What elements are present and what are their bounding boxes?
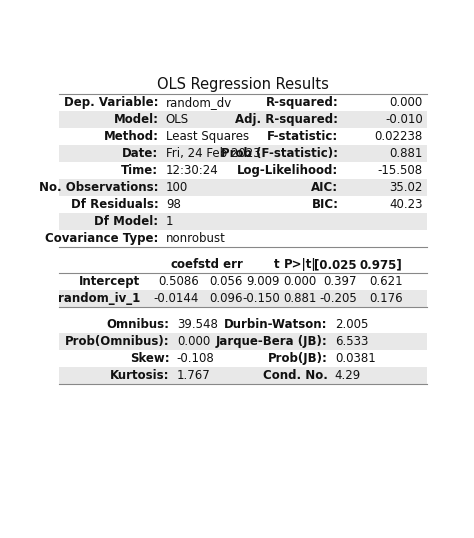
Text: Covariance Type:: Covariance Type: [45, 232, 158, 245]
Text: 0.02238: 0.02238 [374, 130, 423, 143]
Text: 35.02: 35.02 [390, 181, 423, 194]
Text: -0.150: -0.150 [242, 292, 280, 306]
Text: 0.621: 0.621 [369, 275, 403, 288]
Text: Prob (F-statistic):: Prob (F-statistic): [221, 147, 338, 160]
Text: random_iv_1: random_iv_1 [58, 292, 140, 306]
Text: F-statistic:: F-statistic: [267, 130, 338, 143]
Text: 0.096: 0.096 [210, 292, 243, 306]
Text: std err: std err [198, 258, 243, 271]
Text: 1.767: 1.767 [177, 370, 210, 383]
Text: 40.23: 40.23 [390, 199, 423, 211]
Text: AIC:: AIC: [311, 181, 338, 194]
Text: t: t [274, 258, 280, 271]
Text: 0.881: 0.881 [390, 147, 423, 160]
Text: 0.881: 0.881 [283, 292, 316, 306]
Text: OLS: OLS [166, 114, 189, 126]
Text: Method:: Method: [103, 130, 158, 143]
Text: Kurtosis:: Kurtosis: [110, 370, 169, 383]
Text: No. Observations:: No. Observations: [39, 181, 158, 194]
Text: Jarque-Bera (JB):: Jarque-Bera (JB): [216, 335, 328, 349]
Text: [0.025: [0.025 [314, 258, 357, 271]
Text: -0.0144: -0.0144 [154, 292, 199, 306]
Text: 0.0381: 0.0381 [335, 352, 375, 365]
Text: R-squared:: R-squared: [266, 96, 338, 109]
Text: Omnibus:: Omnibus: [107, 318, 169, 331]
Text: Adj. R-squared:: Adj. R-squared: [236, 114, 338, 126]
Bar [59, 179, 427, 196]
Text: 0.176: 0.176 [369, 292, 403, 306]
Text: Durbin-Watson:: Durbin-Watson: [224, 318, 328, 331]
Text: 1: 1 [166, 215, 173, 228]
Text: Intercept: Intercept [79, 275, 140, 288]
Text: Prob(JB):: Prob(JB): [267, 352, 328, 365]
Text: 6.533: 6.533 [335, 335, 368, 349]
Text: coef: coef [171, 258, 199, 271]
Text: 98: 98 [166, 199, 181, 211]
Bar [59, 111, 427, 129]
Text: Df Residuals:: Df Residuals: [71, 199, 158, 211]
Text: nonrobust: nonrobust [166, 232, 226, 245]
Text: Fri, 24 Feb 2023: Fri, 24 Feb 2023 [166, 147, 260, 160]
Text: 39.548: 39.548 [177, 318, 218, 331]
Bar [59, 367, 427, 384]
Text: 0.000: 0.000 [283, 275, 316, 288]
Text: 0.000: 0.000 [177, 335, 210, 349]
Text: Skew:: Skew: [130, 352, 169, 365]
Bar [59, 291, 427, 307]
Text: 0.5086: 0.5086 [158, 275, 199, 288]
Text: -0.010: -0.010 [385, 114, 423, 126]
Text: Dep. Variable:: Dep. Variable: [64, 96, 158, 109]
Text: 4.29: 4.29 [335, 370, 361, 383]
Text: 2.005: 2.005 [335, 318, 368, 331]
Text: Least Squares: Least Squares [166, 130, 249, 143]
Text: Date:: Date: [122, 147, 158, 160]
Bar [59, 334, 427, 350]
Bar [59, 145, 427, 162]
Text: 0.000: 0.000 [390, 96, 423, 109]
Text: P>|t|: P>|t| [284, 258, 316, 271]
Text: 100: 100 [166, 181, 188, 194]
Text: OLS Regression Results: OLS Regression Results [157, 77, 329, 92]
Text: Cond. No.: Cond. No. [263, 370, 328, 383]
Text: -0.205: -0.205 [319, 292, 357, 306]
Text: Prob(Omnibus):: Prob(Omnibus): [65, 335, 169, 349]
Text: 12:30:24: 12:30:24 [166, 164, 219, 178]
Text: Time:: Time: [121, 164, 158, 178]
Text: Log-Likelihood:: Log-Likelihood: [237, 164, 338, 178]
Text: 9.009: 9.009 [246, 275, 280, 288]
Text: -0.108: -0.108 [177, 352, 215, 365]
Text: 0.975]: 0.975] [360, 258, 403, 271]
Text: Df Model:: Df Model: [94, 215, 158, 228]
Text: BIC:: BIC: [311, 199, 338, 211]
Text: -15.508: -15.508 [378, 164, 423, 178]
Text: Model:: Model: [113, 114, 158, 126]
Text: 0.056: 0.056 [210, 275, 243, 288]
Text: random_dv: random_dv [166, 96, 232, 109]
Bar [59, 213, 427, 230]
Text: 0.397: 0.397 [323, 275, 357, 288]
